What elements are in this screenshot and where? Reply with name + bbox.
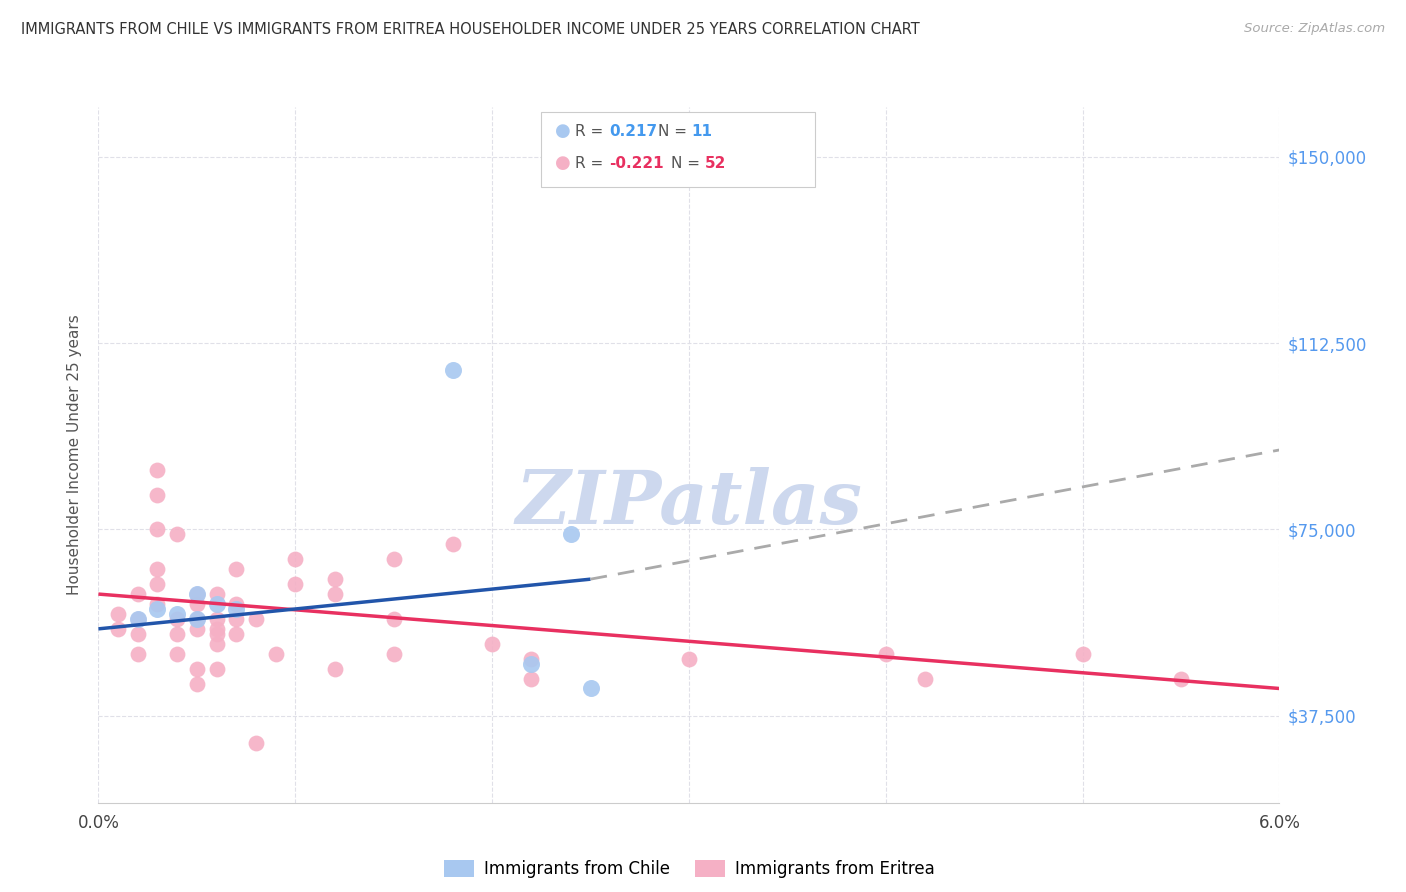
Point	[186, 622, 208, 636]
Point	[205, 612, 228, 626]
Point	[382, 612, 405, 626]
Point	[127, 647, 149, 661]
Point	[323, 662, 346, 676]
Text: ●: ●	[555, 154, 571, 172]
Point	[186, 676, 208, 690]
Point	[205, 622, 228, 636]
Point	[166, 627, 188, 641]
Text: Source: ZipAtlas.com: Source: ZipAtlas.com	[1244, 22, 1385, 36]
Point	[441, 363, 464, 377]
Point	[481, 637, 503, 651]
Point	[579, 681, 602, 696]
Point	[166, 607, 188, 621]
Point	[107, 607, 129, 621]
Point	[245, 612, 267, 626]
Point	[520, 651, 543, 665]
Text: R =: R =	[575, 156, 609, 170]
Y-axis label: Householder Income Under 25 years: Householder Income Under 25 years	[66, 315, 82, 595]
Text: N =: N =	[671, 156, 704, 170]
Point	[560, 527, 582, 541]
Point	[127, 612, 149, 626]
Point	[441, 537, 464, 551]
Text: IMMIGRANTS FROM CHILE VS IMMIGRANTS FROM ERITREA HOUSEHOLDER INCOME UNDER 25 YEA: IMMIGRANTS FROM CHILE VS IMMIGRANTS FROM…	[21, 22, 920, 37]
Point	[186, 587, 208, 601]
Point	[520, 657, 543, 671]
Text: ●: ●	[555, 122, 571, 140]
Point	[382, 647, 405, 661]
Point	[186, 597, 208, 611]
Point	[284, 552, 307, 566]
Text: 0.217: 0.217	[609, 124, 657, 138]
Point	[146, 577, 169, 591]
Point	[225, 602, 247, 616]
Text: ZIPatlas: ZIPatlas	[516, 467, 862, 540]
Point	[264, 647, 287, 661]
Point	[382, 552, 405, 566]
Point	[146, 562, 169, 576]
Point	[146, 523, 169, 537]
Point	[205, 587, 228, 601]
Legend: Immigrants from Chile, Immigrants from Eritrea: Immigrants from Chile, Immigrants from E…	[437, 854, 941, 885]
Point	[520, 672, 543, 686]
Point	[107, 622, 129, 636]
Point	[284, 577, 307, 591]
Point	[146, 463, 169, 477]
Text: N =: N =	[658, 124, 692, 138]
Point	[186, 612, 208, 626]
Point	[186, 587, 208, 601]
Point	[245, 736, 267, 750]
Point	[205, 662, 228, 676]
Point	[225, 562, 247, 576]
Point	[205, 637, 228, 651]
Point	[166, 612, 188, 626]
Point	[186, 612, 208, 626]
Text: -0.221: -0.221	[609, 156, 664, 170]
Point	[225, 597, 247, 611]
Point	[166, 527, 188, 541]
Point	[678, 651, 700, 665]
Point	[1071, 647, 1094, 661]
Text: R =: R =	[575, 124, 609, 138]
Point	[146, 488, 169, 502]
Point	[225, 612, 247, 626]
Point	[205, 627, 228, 641]
Text: 52: 52	[704, 156, 725, 170]
Point	[225, 627, 247, 641]
Point	[166, 647, 188, 661]
Point	[146, 597, 169, 611]
Point	[146, 602, 169, 616]
Point	[323, 572, 346, 586]
Point	[127, 612, 149, 626]
Point	[914, 672, 936, 686]
Point	[127, 587, 149, 601]
Point	[1170, 672, 1192, 686]
Point	[127, 627, 149, 641]
Point	[875, 647, 897, 661]
Point	[205, 597, 228, 611]
Point	[186, 662, 208, 676]
Point	[323, 587, 346, 601]
Text: 11: 11	[692, 124, 713, 138]
